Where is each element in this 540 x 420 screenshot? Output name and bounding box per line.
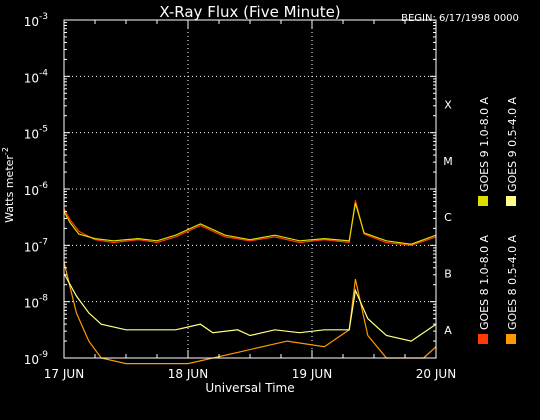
y-axis-label: Watts meter-2 [1,147,16,223]
flare-class-c: C [444,211,452,224]
legend-label: GOES 8 0.5-4.0 A [506,234,519,330]
y-tick-label-base: 10 [24,240,39,254]
x-tick-label: 19 JUN [292,367,332,381]
y-tick-label: 10-7 [24,237,48,254]
y-tick-label: 10-8 [24,294,49,311]
y-axis-label-main: Watts meter [3,155,16,223]
y-tick-label-exponent: -5 [39,125,48,135]
x-tick-label: 20 JUN [416,367,456,381]
chart-title: X-Ray Flux (Five Minute) [159,3,340,21]
flare-class-x: X [444,99,452,112]
legend-swatch [478,196,488,206]
flare-class-labels: A B C M X [443,99,453,337]
legend-swatch [506,196,516,206]
flare-class-m: M [443,155,453,168]
legend-label: GOES 9 0.5-4.0 A [506,96,519,192]
y-tick-label: 10-5 [24,125,48,142]
x-axis: 17 JUN 18 JUN 19 JUN 20 JUN [44,20,456,381]
y-tick-label: 10-3 [24,12,48,29]
flux-traces [63,200,437,365]
y-tick-label-base: 10 [24,353,39,367]
y-tick-label-exponent: -7 [39,237,48,247]
legend-label: GOES 9 1.0-8.0 A [478,96,491,192]
y-tick-label: 10-4 [24,68,49,85]
y-axis-label-exponent: -2 [1,147,10,155]
y-tick-label-base: 10 [24,128,39,142]
x-tick-label: 18 JUN [168,367,208,381]
x-axis-label: Universal Time [205,381,294,395]
y-tick-label-base: 10 [24,184,39,198]
y-tick-label-exponent: -3 [39,12,48,22]
legend-swatch [478,334,488,344]
y-tick-label-base: 10 [24,15,39,29]
y-tick-label-base: 10 [24,71,39,85]
y-tick-label-exponent: -8 [39,294,48,304]
y-tick-label-base: 10 [24,297,39,311]
series-line-4 [63,273,437,342]
y-tick-label-exponent: -4 [39,68,48,78]
begin-date-label: BEGIN: 6/17/1998 0000 [401,13,519,24]
x-tick-label: 17 JUN [44,367,84,381]
y-axis: 10-910-810-710-610-510-410-3 [24,12,436,367]
series-line-2 [63,262,437,365]
series-line-3 [63,202,437,245]
flare-class-b: B [444,268,452,281]
legend-label: GOES 8 1.0-8.0 A [478,234,491,330]
y-tick-label-exponent: -9 [39,350,48,360]
y-tick-label: 10-6 [24,181,49,198]
y-tick-label-exponent: -6 [39,181,48,191]
legend-swatch [506,334,516,344]
flare-class-a: A [444,324,452,337]
y-tick-label: 10-9 [24,350,49,367]
grid-lines [64,20,436,358]
legend: GOES 8 1.0-8.0 A GOES 9 1.0-8.0 A GOES 8 0… [478,96,519,344]
